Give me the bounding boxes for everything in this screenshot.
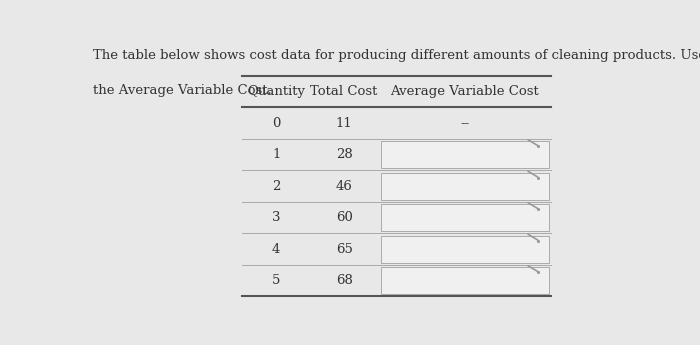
Text: 60: 60: [336, 211, 353, 224]
Text: 0: 0: [272, 117, 280, 130]
Text: 11: 11: [336, 117, 353, 130]
Bar: [381, 267, 549, 294]
Text: Average Variable Cost: Average Variable Cost: [391, 85, 539, 98]
Text: The table below shows cost data for producing different amounts of cleaning prod: The table below shows cost data for prod…: [93, 49, 700, 62]
Bar: [381, 141, 549, 168]
Text: 68: 68: [336, 274, 353, 287]
Text: Total Cost: Total Cost: [311, 85, 378, 98]
Bar: [381, 172, 549, 200]
Bar: [381, 204, 549, 231]
Text: 2: 2: [272, 180, 280, 193]
Text: 3: 3: [272, 211, 281, 224]
Text: 1: 1: [272, 148, 280, 161]
Text: --: --: [460, 117, 470, 130]
Text: 4: 4: [272, 243, 280, 256]
Text: 5: 5: [272, 274, 280, 287]
Text: 65: 65: [336, 243, 353, 256]
Text: 28: 28: [336, 148, 353, 161]
Text: Quantity: Quantity: [247, 85, 305, 98]
Text: 46: 46: [336, 180, 353, 193]
Text: the Average Variable Cost.: the Average Variable Cost.: [93, 84, 272, 97]
Bar: [381, 236, 549, 263]
